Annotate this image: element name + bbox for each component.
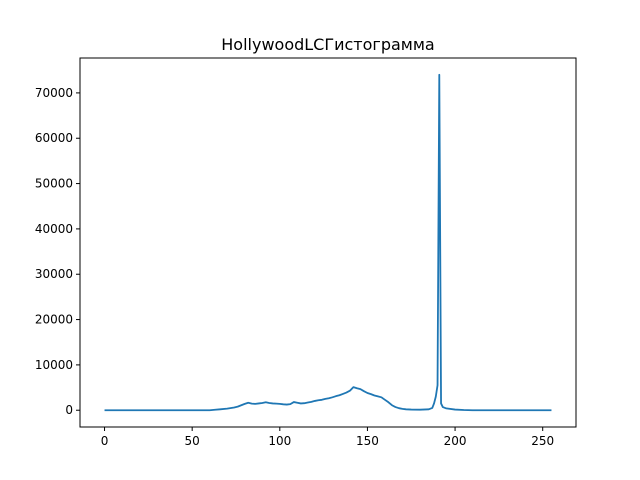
chart-title: HollywoodLCГистограмма bbox=[221, 35, 434, 54]
x-tick-label: 100 bbox=[268, 434, 291, 448]
y-tick-label: 10000 bbox=[35, 358, 73, 372]
x-tick-label: 50 bbox=[185, 434, 200, 448]
y-tick-label: 40000 bbox=[35, 222, 73, 236]
x-tick-label: 200 bbox=[444, 434, 467, 448]
y-tick-label: 0 bbox=[65, 403, 73, 417]
y-tick-label: 70000 bbox=[35, 86, 73, 100]
x-tick-label: 150 bbox=[356, 434, 379, 448]
x-tick-label: 0 bbox=[101, 434, 109, 448]
y-tick-label: 60000 bbox=[35, 131, 73, 145]
histogram-series-line bbox=[104, 73, 552, 412]
x-axis: 0 50 100 150 200 250 bbox=[101, 427, 554, 448]
y-tick-label: 20000 bbox=[35, 313, 73, 327]
x-tick-label: 250 bbox=[531, 434, 554, 448]
y-tick-label: 50000 bbox=[35, 177, 73, 191]
y-tick-label: 30000 bbox=[35, 267, 73, 281]
y-axis: 0 10000 20000 30000 40000 50000 60000 70000 bbox=[35, 86, 80, 417]
plot-frame bbox=[79, 57, 577, 428]
